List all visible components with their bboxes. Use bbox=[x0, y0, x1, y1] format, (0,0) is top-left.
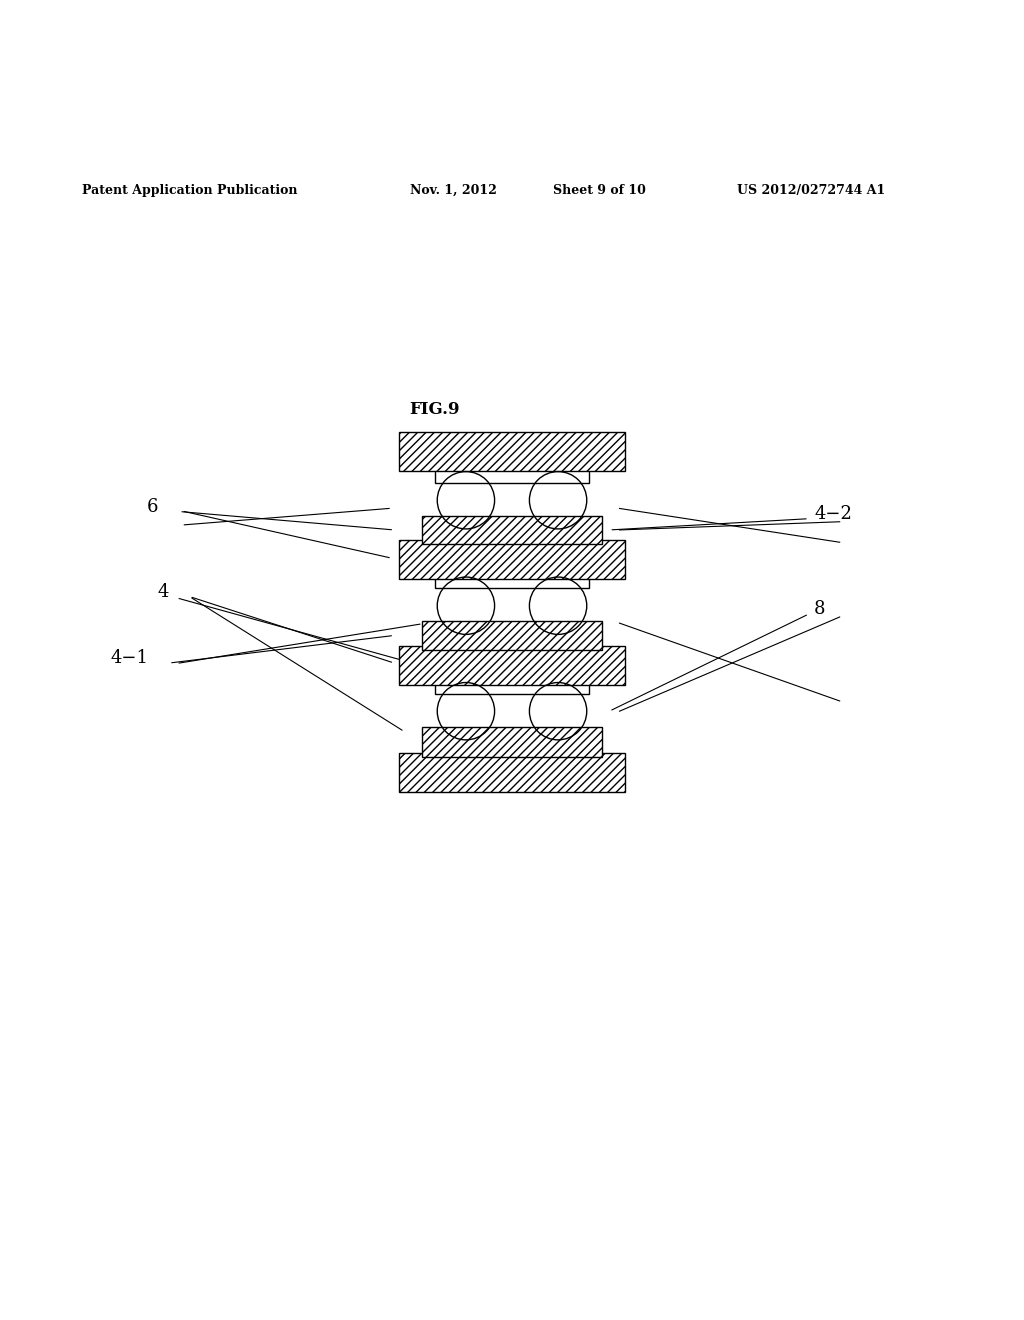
Text: 8: 8 bbox=[814, 599, 825, 618]
Text: Nov. 1, 2012: Nov. 1, 2012 bbox=[410, 183, 497, 197]
Bar bbox=[435, 677, 589, 694]
Bar bbox=[422, 726, 601, 758]
Text: Patent Application Publication: Patent Application Publication bbox=[82, 183, 297, 197]
Bar bbox=[399, 540, 625, 579]
Bar bbox=[435, 572, 589, 589]
Text: 6: 6 bbox=[147, 498, 159, 516]
Text: Sheet 9 of 10: Sheet 9 of 10 bbox=[553, 183, 646, 197]
Bar bbox=[435, 466, 589, 483]
Bar bbox=[422, 516, 601, 544]
Text: FIG.9: FIG.9 bbox=[410, 401, 460, 418]
Text: 4: 4 bbox=[158, 582, 169, 601]
Bar bbox=[422, 622, 601, 649]
Bar bbox=[399, 754, 625, 792]
Text: 4−1: 4−1 bbox=[111, 649, 148, 667]
Bar bbox=[399, 645, 625, 685]
Text: US 2012/0272744 A1: US 2012/0272744 A1 bbox=[737, 183, 886, 197]
Bar bbox=[399, 432, 625, 470]
Text: 4−2: 4−2 bbox=[814, 504, 852, 523]
